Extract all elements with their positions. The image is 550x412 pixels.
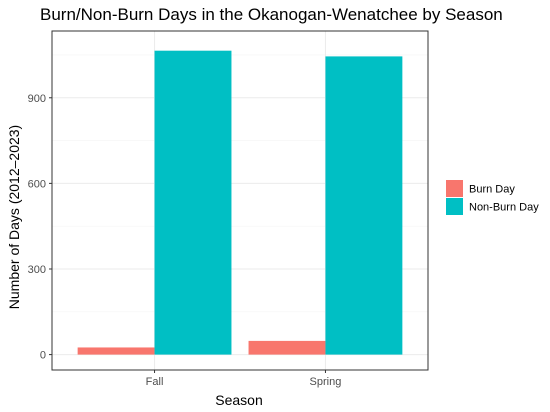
legend-key [446, 180, 463, 197]
y-tick-label: 300 [28, 264, 46, 276]
bar-burn-day-spring [248, 340, 326, 355]
y-tick-label: 900 [28, 93, 46, 105]
y-tick-label: 600 [28, 178, 46, 190]
legend-key [446, 198, 463, 215]
y-axis-title: Number of Days (2012–2023) [6, 125, 22, 309]
bar-non-burn-day-spring [325, 56, 403, 355]
y-tick-label: 0 [40, 350, 46, 362]
bar-non-burn-day-fall [154, 50, 232, 355]
legend: Burn Day Non-Burn Day [446, 180, 539, 215]
legend-label: Burn Day [469, 184, 515, 196]
x-tick-label: Spring [310, 376, 342, 388]
x-tick-label: Fall [146, 376, 164, 388]
chart-title: Burn/Non-Burn Days in the Okanogan-Wenat… [40, 5, 503, 24]
plot-area: 0 300 600 900 Fall Spring [28, 30, 429, 388]
bar-burn-day-fall [77, 347, 155, 355]
legend-label: Non-Burn Day [469, 202, 539, 214]
x-axis-title: Season [215, 392, 262, 408]
panel-border [51, 30, 429, 371]
